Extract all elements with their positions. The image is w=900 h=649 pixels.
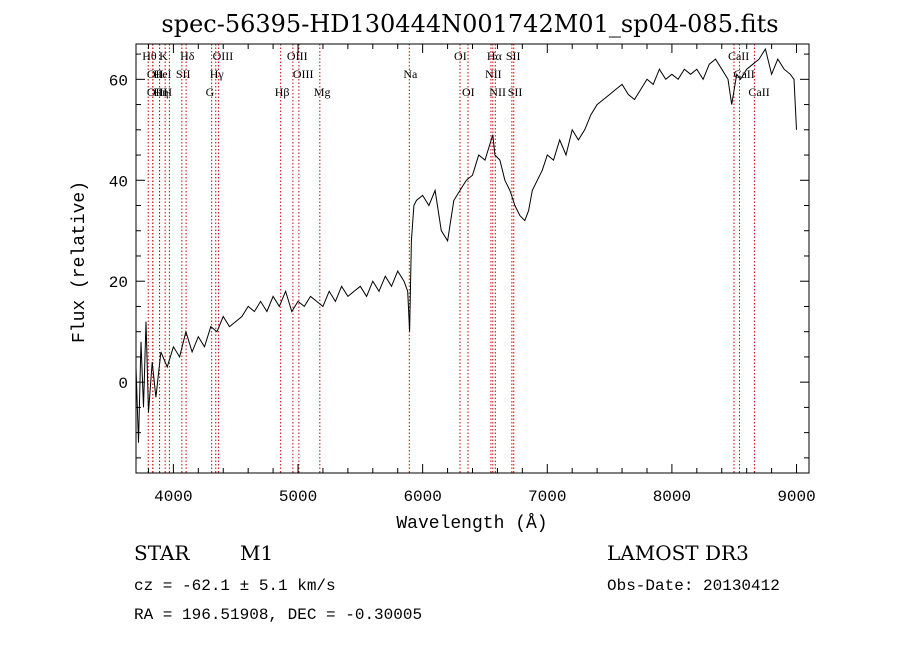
x-tick-label: 6000 [403, 488, 441, 506]
marker-label: Hθ [142, 49, 157, 63]
y-tick-label: 60 [109, 72, 128, 90]
spectral-line-markers: HθOIIOIIIHeIHηKHSIIHδGHγOIIIHβOIIIOIIIMg… [142, 44, 770, 473]
plot-frame [135, 43, 810, 474]
x-tick-label: 7000 [528, 488, 566, 506]
marker-label: SII [508, 85, 523, 99]
x-tick-label: 5000 [279, 488, 317, 506]
marker-label: OII [147, 67, 164, 81]
marker-label: Hα [487, 49, 503, 63]
object-class: STAR [134, 541, 190, 565]
y-tick-label: 40 [109, 173, 128, 191]
marker-label: Mg [314, 85, 331, 99]
marker-label: Hγ [210, 67, 225, 81]
marker-label: Hη [154, 85, 169, 99]
marker-label: H [163, 85, 172, 99]
x-tick-label: 8000 [653, 488, 691, 506]
object-subclass: M1 [240, 541, 273, 565]
y-tick-label: 0 [118, 375, 128, 393]
survey-name: LAMOST DR3 [607, 541, 749, 565]
coordinates: RA = 196.51908, DEC = -0.30005 [134, 606, 422, 624]
flux-series [135, 47, 797, 443]
flux-line [135, 47, 797, 443]
marker-label: HeI [154, 67, 172, 81]
marker-label: CaII [728, 49, 749, 63]
marker-label: G [206, 85, 215, 99]
observation-date: Obs-Date: 20130412 [607, 577, 780, 595]
x-tick-label: 4000 [154, 488, 192, 506]
y-axis-label: Flux (relative) [70, 181, 90, 343]
x-axis-ticks: 4000 5000 6000 7000 8000 9000 [147, 44, 816, 506]
marker-label: SII [506, 49, 521, 63]
marker-label: OIII [213, 49, 234, 63]
redshift-velocity: cz = -62.1 ± 5.1 km/s [134, 577, 336, 595]
marker-label: OI [462, 85, 475, 99]
marker-label: OIII [287, 49, 308, 63]
marker-label: K [159, 49, 168, 63]
marker-label: Hβ [275, 85, 290, 99]
chart-title: spec-56395-HD130444N001742M01_sp04-085.f… [161, 10, 778, 38]
marker-label: SII [176, 67, 191, 81]
marker-label: OI [454, 49, 467, 63]
marker-label: Na [403, 67, 418, 81]
y-axis-ticks: 0 20 40 60 [109, 53, 809, 459]
marker-label: NII [485, 67, 502, 81]
y-tick-label: 20 [109, 274, 128, 292]
marker-label: OIII [293, 67, 314, 81]
x-tick-label: 9000 [777, 488, 815, 506]
marker-label: Hδ [180, 49, 195, 63]
x-axis-label: Wavelength (Å) [396, 513, 547, 534]
marker-label: NII [489, 85, 506, 99]
marker-label: CaII [748, 85, 769, 99]
marker-label: OIII [147, 85, 168, 99]
